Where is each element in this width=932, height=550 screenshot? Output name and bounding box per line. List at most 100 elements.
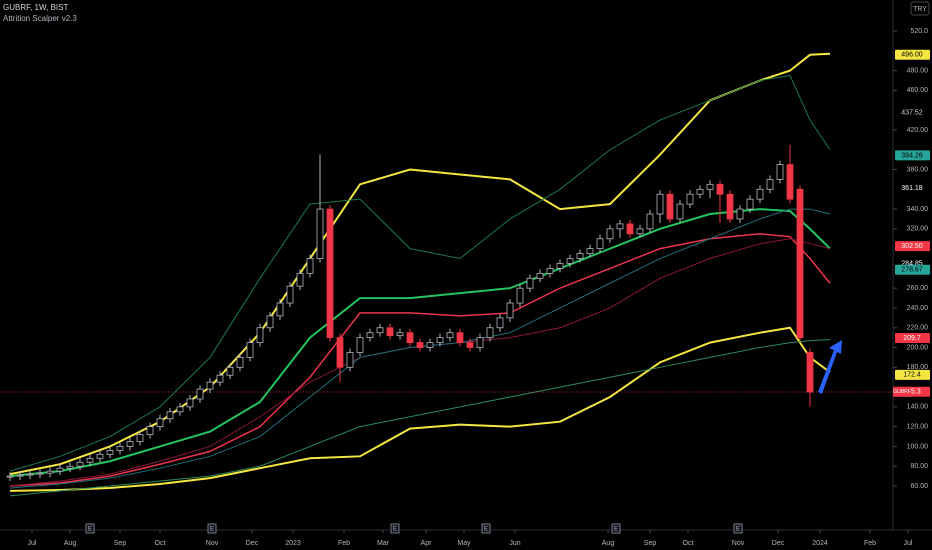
event-marker <box>733 523 743 534</box>
candle-body <box>806 352 814 393</box>
price-badge-label: 496.00 <box>901 52 923 59</box>
price-badge <box>895 369 930 380</box>
y-tick-label: 320.00 <box>907 226 929 233</box>
y-tick-label: 120.00 <box>907 423 929 430</box>
candle-body <box>406 332 414 343</box>
x-tick-label: Jun <box>509 540 520 547</box>
candle-body <box>456 332 464 343</box>
y-tick-label: 140.00 <box>907 404 929 411</box>
candle-body <box>536 272 544 279</box>
candle-body <box>366 332 374 339</box>
price-badge-label: 394.26 <box>901 152 923 159</box>
x-tick-label: Apr <box>421 540 433 547</box>
candle-body <box>216 374 224 383</box>
x-tick-label: Aug <box>602 540 615 547</box>
candle-body <box>36 472 44 475</box>
candle-body <box>176 406 184 413</box>
candle-body <box>376 327 384 334</box>
indicator-line <box>9 326 831 492</box>
axes: 60.00 80.00 100.00 120.00 140.00 180.00 200.00… <box>28 28 930 547</box>
candle-body <box>246 342 254 358</box>
candle-body <box>186 398 194 408</box>
candle-body <box>506 302 514 319</box>
candles <box>6 144 814 482</box>
price-badge <box>895 183 930 194</box>
candle-body <box>616 223 624 230</box>
event-marker <box>390 523 400 534</box>
event-label: E <box>484 527 488 533</box>
candle-body <box>566 258 574 264</box>
x-tick-label: Sep <box>644 540 657 547</box>
candle-body <box>306 258 314 274</box>
price-badge-label: 437.52 <box>901 109 923 116</box>
x-tick-label: May <box>457 540 471 547</box>
candle-body <box>236 357 244 368</box>
x-tick-label: Jul <box>904 540 913 547</box>
price-badge <box>895 150 930 161</box>
y-tick-label: 60.00 <box>910 483 928 490</box>
x-tick-label: 2023 <box>285 540 301 547</box>
candle-body <box>336 337 344 368</box>
candle-body <box>696 188 704 195</box>
candle-body <box>436 337 444 343</box>
candle-body <box>106 449 114 455</box>
candle-body <box>546 268 554 274</box>
candle-body <box>126 441 134 447</box>
y-tick-label: 220.00 <box>907 325 929 332</box>
candle-body <box>196 388 204 400</box>
symbol-badge-label: GUBRF <box>893 389 911 395</box>
candle-body <box>466 342 474 348</box>
candle-body <box>146 426 154 435</box>
candle-body <box>46 470 54 474</box>
candle-body <box>26 473 34 476</box>
indicator-name: Attrition Scalper v2.3 <box>3 14 77 23</box>
x-tick-label: Sep <box>114 540 127 547</box>
candle-body <box>706 183 714 190</box>
currency-box[interactable] <box>910 1 930 16</box>
x-tick-label: Oct <box>155 540 166 547</box>
price-badge-label: 278.67 <box>901 267 923 274</box>
candle-body <box>16 474 24 477</box>
candle-body <box>576 253 584 259</box>
indicator-line <box>9 339 831 497</box>
x-tick-label: Feb <box>338 540 350 547</box>
x-tick-label: Nov <box>206 540 219 547</box>
x-tick-label: 2024 <box>812 540 828 547</box>
price-badge-label: 361.18 <box>901 185 923 192</box>
event-label: E <box>393 527 397 533</box>
candle-body <box>206 381 214 390</box>
candle-body <box>586 248 594 254</box>
y-tick-label: 460.00 <box>907 87 929 94</box>
x-tick-label: Jul <box>28 540 37 547</box>
candle-body <box>636 228 644 235</box>
candle-body <box>56 467 64 472</box>
candle-body <box>666 193 674 220</box>
y-tick-label: 180.00 <box>907 364 929 371</box>
candle-body <box>446 332 454 339</box>
candle-body <box>646 213 654 230</box>
event-marker <box>481 523 491 534</box>
price-badge-label: 155.3 <box>903 389 921 396</box>
candle-body <box>66 465 74 469</box>
y-tick-label: 240.00 <box>907 305 929 312</box>
candle-body <box>476 337 484 348</box>
event-label: E <box>210 527 214 533</box>
candle-body <box>556 263 564 269</box>
event-label: E <box>88 527 92 533</box>
candle-body <box>316 208 324 259</box>
y-tick-label: 260.00 <box>907 285 929 292</box>
y-tick-label: 380.00 <box>907 166 929 173</box>
candle-body <box>676 203 684 220</box>
price-badge-label: 209.7 <box>903 335 921 342</box>
x-tick-label: Oct <box>683 540 694 547</box>
candle-body <box>426 342 434 348</box>
currency[interactable]: TRY <box>913 6 927 13</box>
event-marker <box>611 523 621 534</box>
candle-body <box>116 446 124 451</box>
candle-body <box>756 188 764 200</box>
candle-body <box>76 461 84 467</box>
price-badge <box>895 49 930 60</box>
price-badge <box>895 107 930 118</box>
indicator-line <box>9 233 831 487</box>
